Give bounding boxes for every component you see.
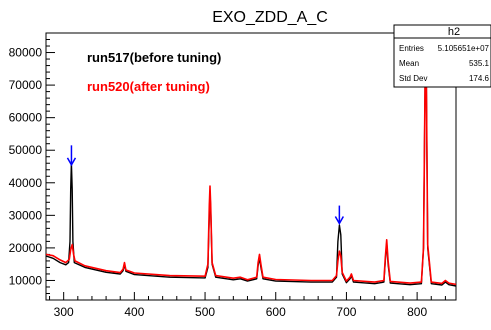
y-tick-label: 20000 [9, 241, 43, 255]
series-run520-line [45, 32, 457, 286]
x-tick-label: 600 [266, 305, 286, 319]
stats-box-frame [393, 24, 491, 88]
y-tick-label: 60000 [9, 111, 43, 125]
legend-entry-run517: run517(before tuning) [87, 50, 221, 65]
y-tick-label: 50000 [9, 143, 43, 157]
legend-entry-run520: run520(after tuning) [87, 79, 210, 94]
stats-label-mean: Mean [399, 59, 419, 68]
x-tick-label: 800 [407, 305, 427, 319]
stats-box: h2 Entries 5.105651e+07 Mean 535.1 Std D… [393, 24, 491, 88]
blue-arrow-icon [334, 205, 345, 225]
x-tick-label: 400 [124, 305, 144, 319]
y-tick-label: 30000 [9, 208, 43, 222]
x-tick-label: 700 [336, 305, 356, 319]
annotation-layer [66, 145, 345, 225]
x-tick-label: 300 [54, 305, 74, 319]
chart-title: EXO_ZDD_A_C [212, 9, 328, 26]
stats-value-mean: 535.1 [469, 59, 490, 68]
y-tick-label: 70000 [9, 78, 43, 92]
series-layer [45, 32, 457, 287]
y-tick-label: 80000 [9, 46, 43, 60]
stats-label-stddev: Std Dev [399, 74, 427, 83]
legend: run517(before tuning) run520(after tunin… [87, 50, 221, 94]
y-axis: 10000 20000 30000 40000 50000 60000 70000 80000 [9, 39, 55, 294]
stats-value-stddev: 174.6 [469, 74, 490, 83]
plot-frame [45, 32, 457, 301]
y-tick-label: 10000 [9, 273, 43, 287]
x-axis: 300 400 500 600 700 800 [49, 292, 446, 319]
y-tick-label: 40000 [9, 176, 43, 190]
stats-value-entries: 5.105651e+07 [438, 44, 490, 53]
x-tick-label: 500 [195, 305, 215, 319]
stats-label-entries: Entries [399, 44, 424, 53]
blue-arrow-icon [66, 145, 77, 167]
stats-box-title: h2 [448, 26, 460, 38]
